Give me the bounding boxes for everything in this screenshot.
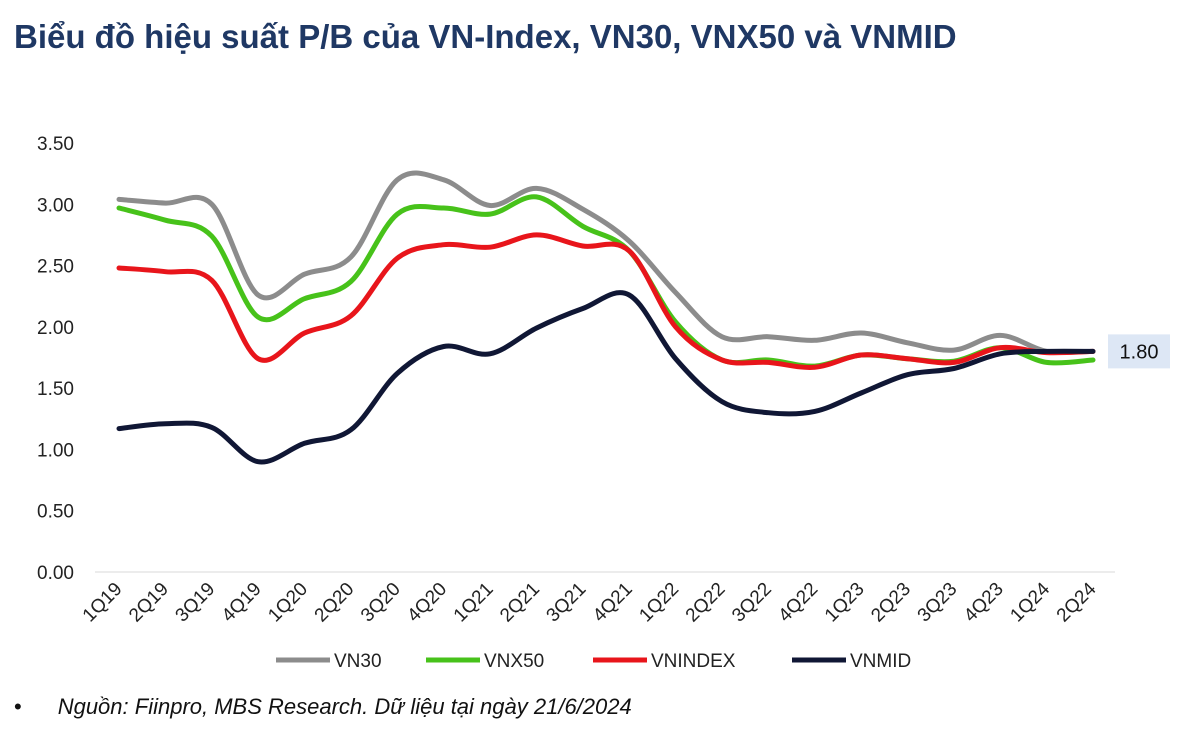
legend-label-vn30: VN30 [334,651,382,672]
chart-title: Biểu đồ hiệu suất P/B của VN-Index, VN30… [14,18,957,55]
y-tick-label: 0.00 [37,563,74,584]
x-tick-label: 3Q19 [172,579,220,627]
legend-label-vnx50: VNX50 [484,651,544,672]
legend-label-vnindex: VNINDEX [651,651,736,672]
x-tick-label: 3Q23 [914,579,962,627]
x-tick-label: 2Q21 [496,579,544,627]
x-tick-label: 3Q21 [543,579,591,627]
series-line-vnmid [116,290,1096,465]
end-value-label: 1.80 [1120,341,1159,363]
x-tick-label: 3Q20 [357,579,405,627]
y-tick-label: 3.50 [37,134,74,155]
x-tick-label: 3Q22 [728,579,776,627]
legend: VN30 VNX50 VNINDEX VNMID [276,651,911,672]
bullet: • [14,694,22,719]
series-layer [116,170,1096,465]
y-tick-label: 1.50 [37,379,74,400]
x-tick-label: 1Q20 [264,579,312,627]
source-text: Nguồn: Fiinpro, MBS Research. Dữ liệu tạ… [57,694,632,719]
series-line-vnindex [116,232,1096,370]
y-tick-label: 1.00 [37,440,74,461]
x-tick-label: 4Q19 [218,579,266,627]
y-tick-label: 3.00 [37,195,74,216]
x-tick-label: 1Q19 [79,579,127,627]
x-tick-label: 4Q23 [960,579,1008,627]
y-tick-label: 2.50 [37,257,74,278]
label-layer: 1.80 [1108,334,1170,369]
y-tick-label: 2.00 [37,318,74,339]
x-tick-label: 2Q23 [867,579,915,627]
y-tick-label: 0.50 [37,502,74,523]
legend-label-vnmid: VNMID [850,651,911,672]
x-tick-label: 2Q22 [682,579,730,627]
x-tick-label: 1Q23 [821,579,869,627]
x-tick-label: 4Q21 [589,579,637,627]
end-value-box [1108,334,1170,369]
x-tick-label: 4Q20 [403,579,451,627]
series-line-vn30 [116,170,1096,356]
source-note: • Nguồn: Fiinpro, MBS Research. Dữ liệu t… [14,694,632,720]
x-tick-label: 1Q22 [635,579,683,627]
x-tick-label: 4Q22 [775,579,823,627]
x-tick-label: 2Q24 [1053,578,1101,626]
x-tick-label: 1Q21 [450,579,498,627]
x-tick-label: 2Q20 [311,579,359,627]
x-tick-label: 1Q24 [1006,578,1054,626]
x-tick-label: 2Q19 [125,579,173,627]
